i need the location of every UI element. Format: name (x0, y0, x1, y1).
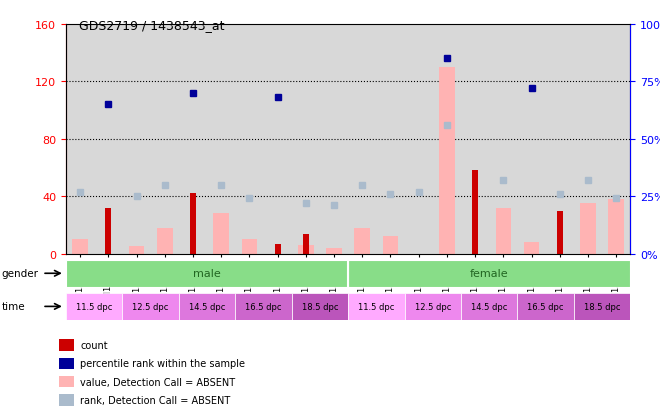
Text: rank, Detection Call = ABSENT: rank, Detection Call = ABSENT (80, 395, 230, 405)
Text: 14.5 dpc: 14.5 dpc (471, 302, 508, 311)
Bar (157, 228, 172, 254)
Bar (66, 260, 348, 287)
Bar (235, 293, 292, 320)
Text: 11.5 dpc: 11.5 dpc (76, 302, 112, 311)
Bar (556, 211, 563, 254)
Bar (326, 248, 342, 254)
Bar (472, 171, 478, 254)
Text: 16.5 dpc: 16.5 dpc (246, 302, 282, 311)
Text: male: male (193, 268, 221, 279)
Text: 12.5 dpc: 12.5 dpc (414, 302, 451, 311)
Text: 14.5 dpc: 14.5 dpc (189, 302, 225, 311)
Text: percentile rank within the sample: percentile rank within the sample (80, 358, 245, 368)
Text: 12.5 dpc: 12.5 dpc (133, 302, 169, 311)
Bar (580, 204, 596, 254)
Bar (303, 234, 309, 254)
Text: female: female (470, 268, 509, 279)
Bar (292, 293, 348, 320)
Text: time: time (1, 301, 25, 311)
Bar (461, 293, 517, 320)
Bar (59, 358, 74, 369)
Bar (496, 208, 511, 254)
Text: count: count (80, 340, 108, 350)
Bar (275, 244, 280, 254)
Bar (213, 214, 229, 254)
Bar (242, 240, 257, 254)
Bar (129, 247, 145, 254)
Bar (348, 260, 630, 287)
Bar (348, 293, 405, 320)
Text: 11.5 dpc: 11.5 dpc (358, 302, 395, 311)
Bar (123, 293, 179, 320)
Text: gender: gender (1, 268, 38, 278)
Bar (59, 376, 74, 387)
Bar (105, 208, 112, 254)
Bar (574, 293, 630, 320)
Bar (298, 245, 313, 254)
Bar (66, 293, 123, 320)
Text: GDS2719 / 1438543_at: GDS2719 / 1438543_at (79, 19, 224, 31)
Bar (524, 242, 539, 254)
Text: 18.5 dpc: 18.5 dpc (302, 302, 338, 311)
Bar (59, 339, 74, 351)
Bar (73, 240, 88, 254)
Bar (517, 293, 574, 320)
Bar (609, 199, 624, 254)
Bar (190, 194, 196, 254)
Bar (383, 237, 398, 254)
Text: 16.5 dpc: 16.5 dpc (527, 302, 564, 311)
Bar (59, 394, 74, 406)
Bar (179, 293, 236, 320)
Text: value, Detection Call = ABSENT: value, Detection Call = ABSENT (80, 377, 235, 387)
Text: 18.5 dpc: 18.5 dpc (584, 302, 620, 311)
Bar (439, 68, 455, 254)
Bar (354, 228, 370, 254)
Bar (405, 293, 461, 320)
